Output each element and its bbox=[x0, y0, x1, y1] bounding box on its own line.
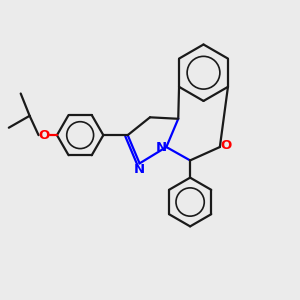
Text: N: N bbox=[155, 140, 167, 154]
Text: O: O bbox=[39, 129, 50, 142]
Text: N: N bbox=[134, 164, 145, 176]
Text: O: O bbox=[221, 139, 232, 152]
